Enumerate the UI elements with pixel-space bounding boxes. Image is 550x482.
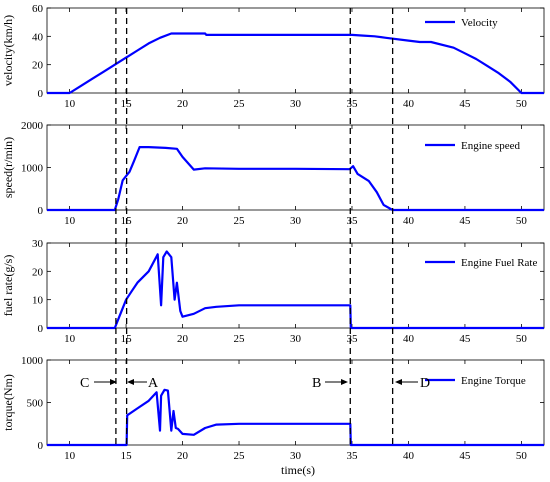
annotation-c: C	[80, 376, 89, 391]
y-tick-label: 500	[27, 398, 44, 410]
legend-label: Engine speed	[461, 140, 520, 152]
x-tick-label: 45	[459, 215, 471, 227]
annotation-b: B	[312, 376, 321, 391]
x-tick-label: 25	[234, 215, 246, 227]
y-axis-label: velocity(km/h)	[1, 15, 15, 86]
x-tick-label: 40	[403, 215, 415, 227]
panel-2: 101520253035404550010002000speed(r/min)E…	[1, 120, 545, 227]
x-tick-label: 50	[516, 333, 528, 345]
y-tick-label: 2000	[21, 120, 44, 132]
annotation-a: A	[148, 376, 159, 391]
series-line	[47, 32, 544, 95]
x-tick-label: 35	[346, 333, 358, 345]
event-markers	[115, 8, 394, 445]
legend-label: Engine Torque	[461, 375, 526, 387]
legend-label: Velocity	[461, 17, 498, 29]
series-line	[47, 146, 544, 212]
x-tick-label: 25	[234, 333, 246, 345]
x-tick-label: 35	[346, 450, 358, 462]
x-tick-label: 15	[121, 98, 133, 110]
x-tick-label: 40	[403, 450, 415, 462]
x-tick-label: 45	[459, 333, 471, 345]
arrowhead-b	[341, 379, 348, 385]
x-tick-label: 30	[290, 333, 302, 345]
x-tick-label: 35	[346, 215, 358, 227]
x-tick-label: 20	[177, 333, 189, 345]
series-line	[47, 388, 544, 447]
y-tick-label: 0	[38, 440, 44, 452]
x-tick-label: 50	[516, 450, 528, 462]
x-tick-label: 10	[64, 215, 76, 227]
x-tick-label: 30	[290, 215, 302, 227]
y-tick-label: 20	[32, 266, 44, 278]
x-tick-label: 35	[346, 98, 358, 110]
x-tick-label: 10	[64, 450, 76, 462]
x-tick-label: 40	[403, 98, 415, 110]
y-tick-label: 40	[32, 31, 44, 43]
plot-frame	[46, 359, 545, 446]
legend-label: Engine Fuel Rate	[461, 257, 537, 269]
arrowhead-a	[127, 379, 134, 385]
x-tick-label: 20	[177, 98, 189, 110]
y-tick-label: 60	[32, 3, 44, 15]
y-axis-label: fuel rate(g/s)	[1, 255, 15, 317]
y-tick-label: 10	[32, 295, 44, 307]
annotation-d: D	[420, 376, 430, 391]
plot-frame	[46, 124, 545, 211]
y-tick-label: 1000	[21, 163, 44, 175]
x-tick-label: 50	[516, 98, 528, 110]
x-tick-label: 10	[64, 98, 76, 110]
series-line	[47, 250, 544, 330]
x-tick-label: 50	[516, 215, 528, 227]
x-tick-label: 30	[290, 450, 302, 462]
x-tick-label: 10	[64, 333, 76, 345]
y-axis-label: torque(Nm)	[1, 374, 15, 431]
annotation-arrows	[94, 379, 418, 385]
y-tick-label: 0	[38, 323, 44, 335]
x-tick-label: 25	[234, 98, 246, 110]
x-axis-label: time(s)	[281, 463, 315, 477]
x-tick-label: 30	[290, 98, 302, 110]
x-tick-label: 25	[234, 450, 246, 462]
arrowhead-d	[395, 379, 402, 385]
arrowhead-c	[110, 379, 117, 385]
x-tick-label: 20	[177, 215, 189, 227]
plot-frame	[46, 242, 545, 329]
x-tick-label: 40	[403, 333, 415, 345]
x-tick-label: 15	[121, 450, 133, 462]
y-axis-label: speed(r/min)	[1, 137, 15, 198]
y-tick-label: 20	[32, 60, 44, 72]
y-tick-label: 0	[38, 205, 44, 217]
x-tick-label: 45	[459, 450, 471, 462]
panel-3: 1015202530354045500102030fuel rate(g/s)E…	[1, 238, 545, 345]
y-tick-label: 0	[38, 88, 44, 100]
x-tick-label: 20	[177, 450, 189, 462]
panel-1: 10 15 20 25 30 35 40 45 50 0 20 40 60 velocity(km/h) V…	[1, 3, 545, 110]
x-tick-label: 45	[459, 98, 471, 110]
y-tick-label: 30	[32, 238, 44, 250]
y-tick-label: 1000	[21, 355, 44, 367]
